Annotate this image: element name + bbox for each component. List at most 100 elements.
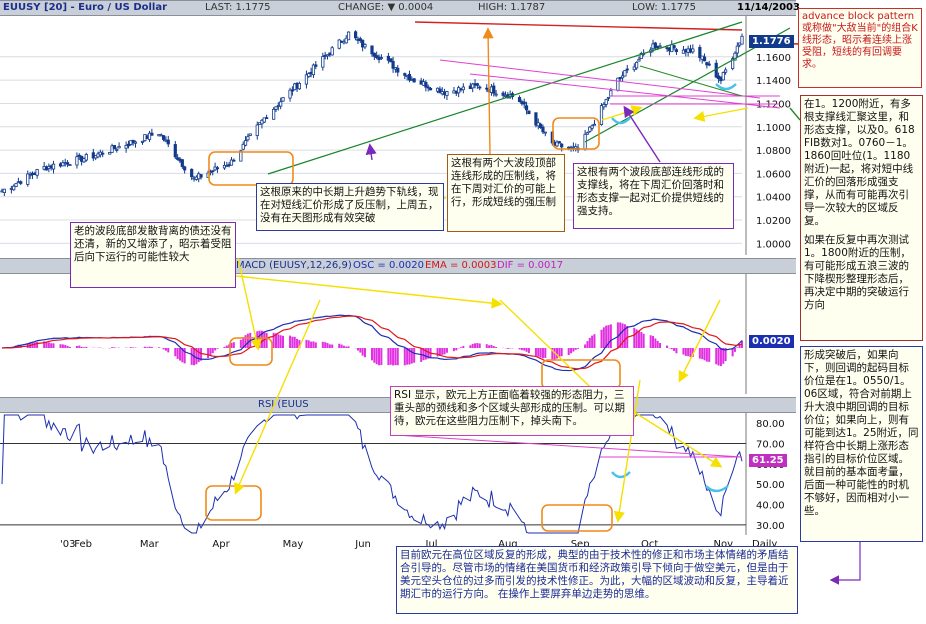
cyan-arc-price-1 (611, 117, 631, 125)
candle-body (358, 38, 362, 42)
candle-body (604, 99, 608, 105)
candle-body (635, 61, 639, 69)
long-term-trendline (267, 21, 743, 175)
orange-box-macd-april (229, 337, 273, 366)
orange-box-price-september (552, 117, 600, 150)
candle-body (84, 153, 88, 161)
price-tick-label: 1.0600 (756, 169, 791, 180)
candle-body (724, 69, 728, 73)
candle-body (147, 132, 152, 140)
candle-body (274, 106, 278, 110)
candle-body (740, 35, 744, 45)
green-line-3 (639, 65, 743, 97)
candle-body (361, 39, 365, 48)
high-value: HIGH: 1.1787 (478, 2, 546, 13)
candle-body (304, 74, 309, 85)
candles (0, 30, 744, 197)
candle-body (637, 58, 641, 62)
arrow-cyan-link (601, 105, 643, 121)
candle-body (590, 125, 594, 129)
last-price: LAST: 1.1775 (205, 2, 271, 13)
candle-body (77, 154, 81, 157)
candle-body (344, 37, 348, 44)
candle-body (478, 86, 482, 89)
candle-body (101, 152, 105, 155)
time-tick-label: Nov (714, 539, 734, 550)
change-value: CHANGE: ▼ 0.0004 (338, 2, 434, 13)
arrow-divergence-macd (237, 257, 262, 351)
candle-body (314, 64, 318, 67)
candle-body (735, 45, 739, 54)
candle-body (620, 75, 625, 79)
candle-body (721, 72, 725, 81)
candle-body (239, 150, 243, 162)
price-tick-label: 1.0200 (756, 216, 791, 227)
candle-body (639, 52, 643, 59)
candle-body (412, 78, 416, 83)
price-tick-label: 1.1600 (756, 53, 791, 64)
candle-body (428, 87, 433, 91)
candle-body (522, 101, 526, 105)
resistance-note: 如果在反复中再次测试1。1800附近的压制，有可能形成五浪三波的下降楔形整理形态… (804, 234, 911, 311)
time-tick-label: Jul (425, 539, 438, 550)
candle-body (61, 162, 65, 167)
candle-body (321, 56, 325, 68)
candle-body (124, 145, 128, 149)
candle-body (166, 139, 170, 145)
arrow-rsi-nov (633, 411, 723, 468)
candle-body (438, 88, 442, 94)
candle-body (674, 49, 679, 53)
candle-body (35, 169, 39, 176)
candle-body (632, 66, 636, 71)
candle-body (262, 117, 266, 123)
arrow-divergence-right (235, 275, 503, 309)
candle-body (28, 174, 32, 177)
candle-body (337, 39, 341, 49)
candle-body (539, 123, 543, 128)
time-tick-label: '03 (60, 539, 75, 550)
candle-body (140, 140, 145, 143)
candle-body (585, 132, 590, 135)
candle-body (117, 146, 121, 149)
candle-body (173, 144, 177, 158)
support-connector (789, 107, 801, 121)
candle-body (426, 86, 430, 89)
time-tick-label: May (283, 539, 304, 550)
candle-body (485, 87, 489, 90)
candle-body (19, 181, 23, 184)
candle-body (133, 141, 138, 144)
candle-body (494, 93, 498, 96)
candle-body (625, 68, 629, 71)
candle-body (379, 57, 383, 60)
candle-body (372, 52, 376, 57)
price-tick-label: 1.1000 (756, 123, 791, 134)
rsi-tick-label: 50.00 (756, 480, 785, 491)
candle-body (592, 123, 597, 126)
candle-body (403, 73, 407, 76)
candle-body (325, 54, 330, 57)
arrow-macd-nov (678, 299, 721, 383)
candle-body (115, 149, 119, 151)
candle-body (248, 133, 252, 136)
candle-body (108, 151, 112, 155)
candle-body (176, 157, 180, 160)
candle-body (225, 165, 229, 167)
rsi-pink-line (394, 434, 743, 458)
time-tick-label: Apr (212, 539, 230, 550)
candle-body (279, 101, 283, 107)
arrow-rsi-sept (613, 379, 641, 523)
macd-chart (0, 274, 796, 394)
price-last-tag: 1.1776 (749, 35, 794, 48)
candle-body (290, 89, 294, 92)
candle-body (190, 168, 194, 178)
candle-body (14, 183, 18, 187)
candle-body (517, 97, 522, 102)
candle-body (65, 162, 70, 165)
candle-body (527, 110, 531, 115)
candle-body (658, 45, 662, 48)
macd-ema: EMA = 0.0003 (425, 260, 497, 271)
candle-body (112, 145, 117, 150)
candle-body (12, 185, 16, 191)
candle-body (606, 96, 611, 99)
candle-body (211, 170, 215, 173)
